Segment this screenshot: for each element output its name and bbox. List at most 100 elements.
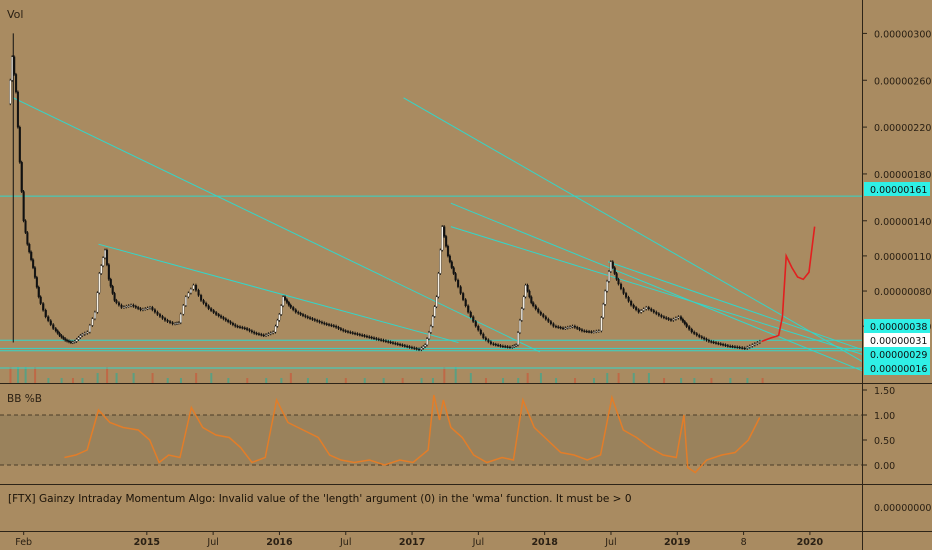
bb-tick-label: 1.50: [874, 386, 895, 397]
candle-body: [47, 316, 50, 321]
candle-body: [28, 244, 31, 253]
candle-body: [410, 347, 414, 349]
volume-bar: [9, 367, 12, 383]
candle-body: [394, 342, 397, 345]
candle-body: [756, 342, 759, 344]
x-tick-label: 2020: [797, 537, 824, 548]
candle-body: [91, 318, 94, 326]
candle-body: [597, 330, 600, 332]
bb-percent-line: [64, 394, 761, 474]
candle-body: [698, 334, 701, 337]
candle-body: [248, 329, 251, 331]
indicator-label: BB %B: [7, 393, 42, 405]
candle-body: [217, 314, 220, 317]
candle-body: [683, 321, 686, 324]
candle-body: [445, 236, 448, 247]
x-tick-label: 8: [741, 537, 747, 548]
candle-body: [347, 331, 350, 333]
candle-body: [559, 327, 562, 329]
volume-bar: [166, 378, 169, 383]
candle-body: [166, 320, 169, 322]
candle-body: [179, 313, 182, 323]
candle-body: [588, 331, 591, 333]
volume-bar: [469, 373, 472, 383]
candle-body: [443, 226, 446, 237]
candle-body: [207, 305, 210, 309]
candle-body: [77, 337, 80, 340]
candle-body: [474, 321, 477, 327]
candle-body: [482, 333, 485, 339]
candle-body: [304, 315, 307, 317]
candle-body: [513, 345, 516, 347]
price-marker-label: 0.00000161: [870, 185, 927, 196]
x-tick-label: Feb: [15, 537, 32, 548]
candle-body: [250, 330, 253, 333]
x-tick-label: Jul: [604, 537, 616, 548]
candle-body: [62, 336, 65, 339]
candle-body: [151, 307, 154, 310]
candle-body: [428, 332, 431, 339]
candle-body: [257, 333, 261, 335]
candle-body: [227, 320, 230, 322]
candle-body: [504, 346, 507, 348]
volume-bar: [401, 378, 404, 383]
trendlines: [0, 97, 863, 372]
candle-body: [375, 338, 378, 340]
candle-body: [600, 317, 603, 331]
candle-body: [679, 316, 683, 320]
candle-body: [113, 293, 116, 301]
candle-body: [677, 316, 680, 319]
candle-body: [15, 74, 18, 93]
price-marker-label: 0.00000031: [870, 336, 927, 347]
candle-body: [285, 299, 289, 303]
candle-body: [583, 330, 586, 332]
trendline: [450, 226, 863, 355]
candle-body: [435, 296, 438, 307]
candle-body: [650, 308, 653, 311]
candle-body: [161, 316, 164, 319]
volume-bar: [246, 378, 249, 383]
candle-body: [469, 311, 472, 317]
candle-body: [396, 343, 399, 345]
candle-body: [501, 345, 504, 348]
candle-body: [431, 316, 434, 327]
candle-body: [665, 317, 668, 319]
candle-body: [544, 316, 547, 320]
candle-body: [272, 331, 275, 334]
candle-body: [448, 255, 451, 262]
candle-body: [746, 347, 749, 349]
candle-body: [102, 257, 105, 266]
candle-body: [58, 333, 61, 336]
candle-body: [79, 335, 82, 338]
candle-body: [66, 340, 69, 342]
volume-bar: [34, 367, 37, 383]
candle-body: [520, 308, 523, 321]
candle-body: [717, 342, 720, 345]
candle-body: [255, 333, 258, 335]
candle-body: [595, 331, 598, 333]
candle-body: [260, 334, 263, 336]
candle-body: [707, 340, 711, 342]
price-tick-label: 0.00000220: [874, 123, 931, 134]
candle-body: [26, 232, 29, 245]
candle-body: [457, 279, 460, 287]
candle-body: [494, 344, 497, 346]
candle-body: [265, 334, 268, 336]
candle-body: [356, 333, 359, 335]
candle-body: [75, 339, 78, 342]
candle-body: [117, 302, 121, 306]
error-message: [FTX] Gainzy Intraday Momentum Algo: Inv…: [8, 493, 632, 505]
price-tick-label: 0.00000140: [874, 217, 931, 228]
candle-body: [685, 323, 688, 327]
candle-body: [592, 331, 595, 333]
candle-body: [743, 347, 746, 350]
candle-body: [403, 345, 406, 347]
candle-body: [382, 340, 385, 342]
candle-body: [96, 292, 99, 313]
candle-body: [144, 308, 147, 310]
candle-body: [522, 296, 525, 309]
candle-body: [539, 311, 542, 315]
candle-body: [137, 307, 140, 309]
candle-body: [220, 315, 223, 318]
